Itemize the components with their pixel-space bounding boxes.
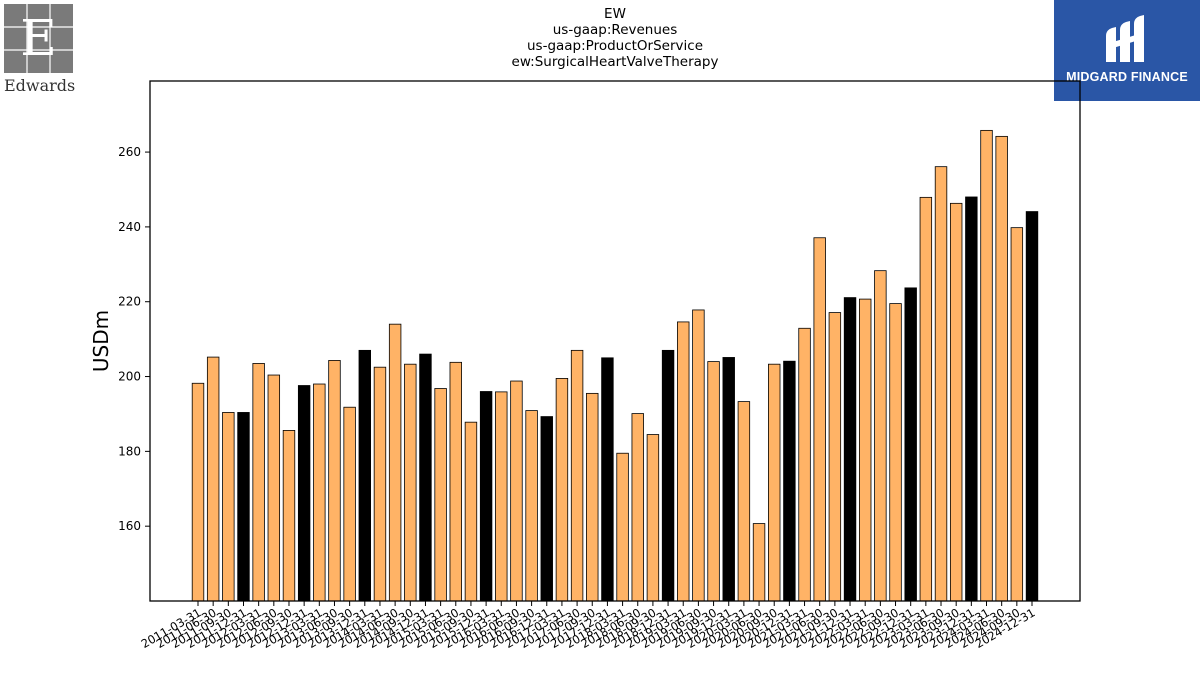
bar [434, 388, 447, 602]
bars-group [191, 129, 1039, 602]
chart-title: EW us-gaap:Revenues us-gaap:ProductOrSer… [150, 6, 1080, 70]
bar [464, 421, 478, 602]
bar [828, 312, 842, 602]
y-tick-label: 220 [118, 295, 141, 309]
bar [328, 360, 341, 602]
bar [343, 406, 356, 602]
y-tick-label: 160 [118, 519, 141, 533]
bar [297, 385, 311, 602]
midgard-logo: MIDGARD FINANCE [1054, 0, 1200, 101]
bar [661, 349, 675, 602]
bar [601, 357, 614, 602]
midgard-logo-wordmark: MIDGARD FINANCE [1066, 70, 1188, 84]
bar [419, 353, 432, 602]
y-tick-label: 200 [118, 370, 141, 384]
bar [813, 237, 826, 602]
bar [889, 303, 902, 602]
bar [586, 392, 599, 602]
bar [995, 135, 1008, 602]
bar [904, 287, 917, 602]
bar [252, 363, 265, 602]
bar [495, 391, 508, 602]
y-tick-label: 240 [118, 220, 141, 234]
title-member: ew:SurgicalHeartValveTherapy [511, 54, 719, 70]
bar [934, 166, 948, 602]
bar [768, 363, 781, 602]
title-concept: us-gaap:Revenues [552, 22, 678, 38]
bar [404, 363, 417, 602]
bar [373, 366, 387, 602]
bar [722, 357, 735, 602]
bar [798, 327, 811, 602]
bar [358, 349, 372, 602]
bar [616, 452, 629, 602]
bar [677, 321, 690, 602]
bar [843, 297, 857, 602]
title-ticker: EW [604, 6, 626, 22]
bar [919, 196, 933, 602]
bar [570, 349, 584, 602]
plot-frame [149, 80, 1081, 602]
bar [237, 412, 250, 602]
bar [449, 361, 462, 602]
bar [267, 374, 281, 602]
edwards-logo-wordmark: Edwards [4, 76, 76, 95]
bar [692, 309, 705, 602]
bar [1010, 227, 1024, 602]
bar [540, 416, 553, 602]
title-axis: us-gaap:ProductOrService [526, 38, 704, 54]
bar [282, 430, 296, 602]
bar [206, 356, 220, 602]
edwards-logo-grid [4, 4, 73, 73]
y-tick-label: 180 [118, 444, 141, 458]
bar [388, 323, 402, 602]
bar [222, 412, 235, 602]
bar [479, 391, 493, 602]
y-axis-label: USDm [89, 310, 113, 372]
bar [646, 434, 660, 602]
edwards-logo: E Edwards [4, 4, 76, 99]
bar [874, 270, 887, 602]
bar [859, 298, 872, 602]
bar [752, 523, 766, 602]
bar [980, 129, 993, 602]
y-axis: 160 180 200 220 240 260 [118, 145, 150, 533]
midgard-logo-icon [1106, 15, 1144, 62]
bar [313, 383, 326, 602]
bar [525, 410, 538, 602]
bar [783, 360, 796, 602]
y-tick-label: 260 [118, 145, 141, 159]
bar [555, 378, 569, 602]
bar [949, 202, 963, 602]
bar [631, 413, 644, 602]
bar [707, 361, 720, 602]
bar [737, 401, 751, 602]
edwards-logo-mark: E [4, 4, 73, 73]
x-axis: 2011-03-312011-06-302011-09-302011-12-31… [139, 601, 1038, 651]
edwards-logo-letter: E [20, 9, 57, 67]
bar [191, 382, 205, 602]
bar [1025, 211, 1039, 602]
bar [510, 380, 523, 602]
bar [965, 196, 978, 602]
